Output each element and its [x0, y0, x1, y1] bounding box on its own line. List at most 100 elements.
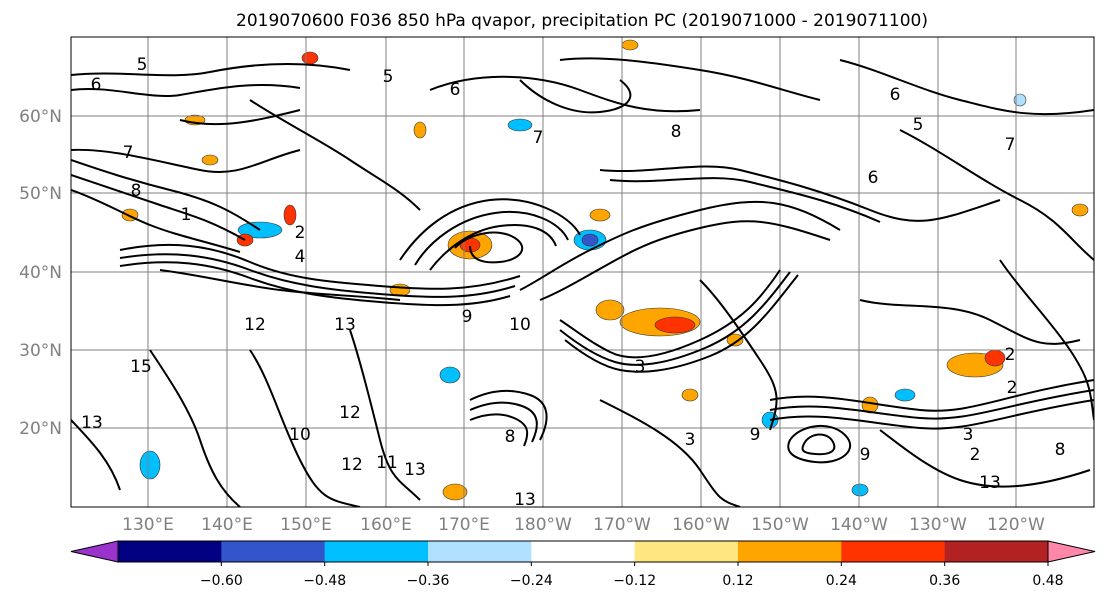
longitude-label: 160°E [360, 515, 412, 535]
contour-label: 13 [404, 460, 426, 480]
figure-title: 2019070600 F036 850 hPa qvapor, precipit… [236, 11, 928, 31]
contour-label: 15 [130, 357, 152, 377]
contour-label: 7 [123, 143, 134, 163]
precipitation-patch [984, 349, 1006, 367]
contour-label: 12 [244, 315, 266, 335]
contour-label: 8 [671, 122, 682, 142]
contour-label: 3 [685, 430, 696, 450]
longitude-label: 170°E [438, 515, 490, 535]
longitude-label: 130°E [122, 515, 174, 535]
contour-label: 5 [383, 67, 394, 87]
contour-label: 8 [1055, 440, 1066, 460]
colorbar-outline [117, 540, 1049, 563]
precipitation-patch [851, 483, 869, 497]
colorbar-tick-label: 0.12 [722, 573, 753, 589]
contour-label: 13 [81, 413, 103, 433]
longitude-labels: 130°E 140°E 150°E 160°E 170°E 180°W 170°W 160°W… [122, 515, 1045, 535]
colorbar-swatch [944, 541, 1049, 562]
contour-label: 7 [533, 128, 544, 148]
colorbar-swatch [531, 541, 636, 562]
longitude-label: 160°W [672, 515, 730, 535]
contour-label: 8 [505, 427, 516, 447]
colorbar-tick-label: −0.48 [303, 573, 346, 589]
contour-label: 12 [339, 403, 361, 423]
colorbar-tick-label: −0.24 [510, 573, 553, 589]
contour-label: 10 [509, 315, 531, 335]
colorbar-max-extension [1047, 540, 1096, 563]
map-frame [70, 36, 1095, 508]
contour-label: 13 [979, 473, 1001, 493]
contour-label: 5 [913, 115, 924, 135]
precipitation-patch [413, 121, 427, 139]
contour-label: 7 [1005, 135, 1016, 155]
contour-label: 9 [750, 425, 761, 445]
precipitation-patch [507, 118, 533, 132]
precipitation-patch [1071, 203, 1089, 217]
colorbar-tick-label: 0.36 [929, 573, 960, 589]
contour-label: 2 [1005, 345, 1016, 365]
longitude-label: 140°E [201, 515, 253, 535]
contour-label: 13 [514, 490, 536, 510]
latitude-label: 60°N [19, 107, 62, 127]
contour-label: 6 [450, 80, 461, 100]
colorbar [70, 540, 1096, 563]
contour-label: 2 [970, 445, 981, 465]
contour-label: 10 [289, 425, 311, 445]
precipitation-patch [726, 333, 744, 347]
precipitation-patch [589, 208, 611, 222]
colorbar-swatch [118, 541, 222, 562]
contour-label: 8 [131, 181, 142, 201]
contour-label: 4 [295, 247, 306, 267]
precipitation-patch [595, 299, 625, 321]
longitude-label: 150°W [751, 515, 809, 535]
precipitation-patch [442, 483, 468, 501]
precipitation-patch [283, 204, 297, 226]
precipitation-shading [121, 39, 1089, 501]
longitude-label: 150°E [280, 515, 332, 535]
latitude-label: 40°N [19, 263, 62, 283]
contour-label: 13 [334, 315, 356, 335]
precipitation-patch [1013, 93, 1027, 107]
contour-label: 1 [181, 205, 192, 225]
longitude-label: 120°W [987, 515, 1045, 535]
contour-label: 5 [137, 55, 148, 75]
colorbar-swatch [324, 541, 429, 562]
longitude-label: 130°W [909, 515, 967, 535]
colorbar-tick-label: −0.12 [613, 573, 656, 589]
contour-label: 6 [91, 75, 102, 95]
precipitation-patch [681, 388, 699, 402]
colorbar-tick-label: 0.24 [826, 573, 857, 589]
colorbar-tick-label: −0.36 [407, 573, 450, 589]
colorbar-swatch [221, 541, 326, 562]
longitude-label: 140°W [830, 515, 888, 535]
precipitation-patch [894, 388, 916, 402]
precipitation-patch [621, 39, 639, 51]
colorbar-min-extension [70, 540, 119, 563]
precipitation-patch [301, 51, 319, 65]
precipitation-patch [654, 316, 696, 334]
colorbar-labels: −0.60 −0.48 −0.36 −0.24 −0.12 0.12 0.24 0.36 0.4… [200, 562, 1064, 589]
colorbar-swatch [634, 541, 739, 562]
contour-label: 11 [376, 453, 398, 473]
contour-label: 9 [462, 307, 473, 327]
qvapor-contours [71, 57, 1094, 507]
contour-label: 3 [963, 425, 974, 445]
contour-label: 2 [1007, 378, 1018, 398]
contour-label: 6 [890, 85, 901, 105]
colorbar-swatch [738, 541, 842, 562]
colorbar-swatch [428, 541, 532, 562]
latitude-label: 30°N [19, 341, 62, 361]
contour-label: 2 [295, 223, 306, 243]
latitude-labels: 20°N 30°N 40°N 50°N 60°N [19, 107, 62, 439]
precipitation-patch [139, 450, 161, 480]
contour-label: 12 [341, 455, 363, 475]
latitude-label: 50°N [19, 184, 62, 204]
precipitation-patch [439, 366, 461, 384]
precipitation-patch [581, 233, 599, 247]
longitude-label: 180°W [514, 515, 572, 535]
contour-label: 3 [635, 357, 646, 377]
precipitation-patch [201, 154, 219, 166]
colorbar-swatch [841, 541, 946, 562]
